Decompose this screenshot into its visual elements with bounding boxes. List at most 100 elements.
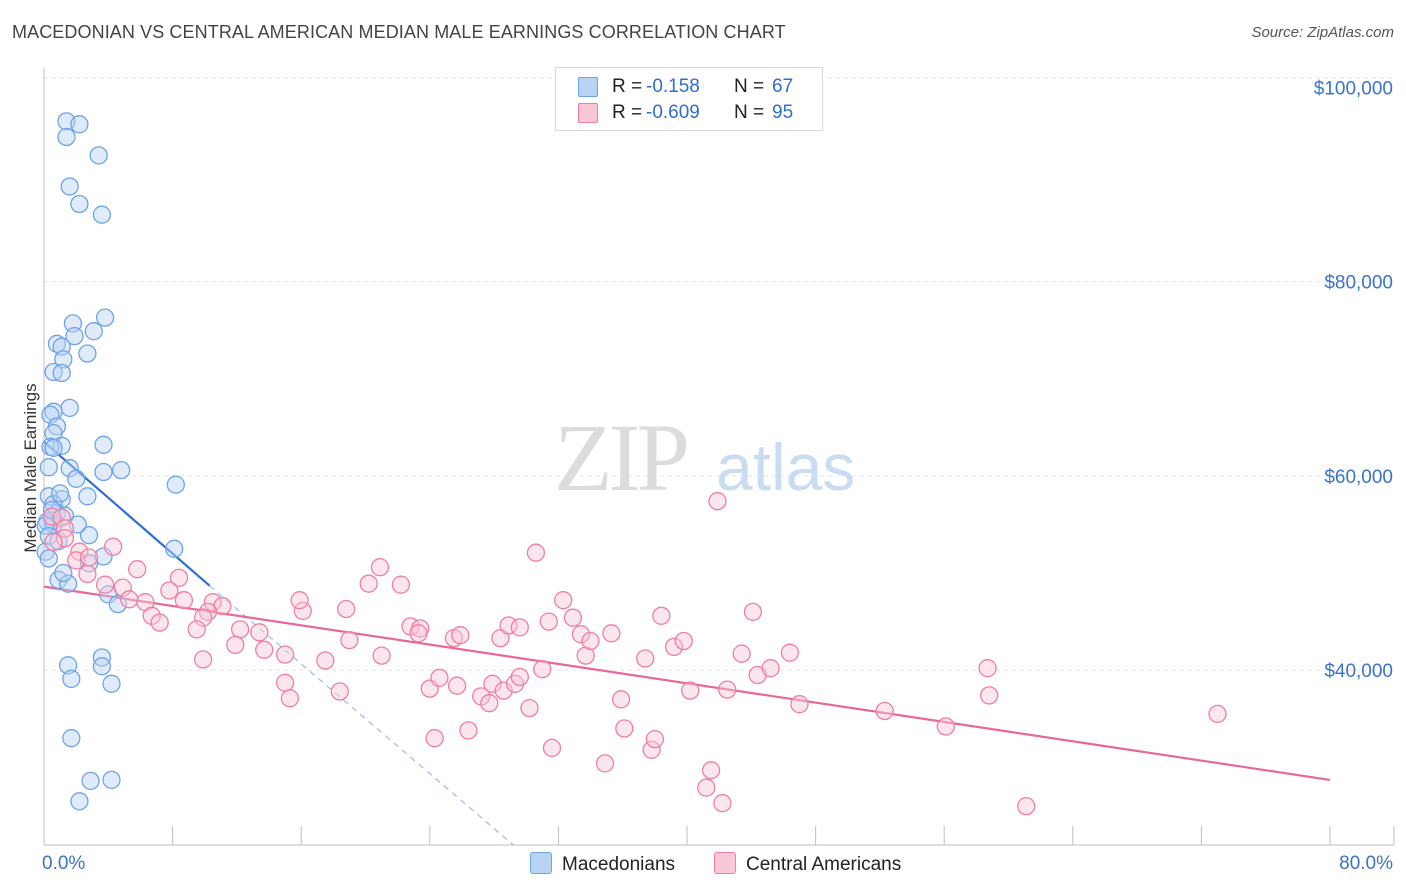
y-tick-label: $60,000 [1324,467,1393,488]
y-tick-label: $100,000 [1314,78,1393,99]
point-central-americans [187,620,206,639]
point-central-americans [78,564,97,584]
point-central-americans [539,612,558,631]
watermark-atlas: atlas [716,430,855,504]
point-central-americans [42,507,62,526]
point-central-americans [293,601,312,621]
legend-n-value: 95 [772,102,794,123]
point-central-americans [571,625,591,644]
point-central-americans [275,645,295,664]
point-central-americans [226,635,245,655]
point-central-americans [510,618,529,637]
point-macedonians [102,674,121,693]
point-central-americans [526,543,546,562]
point-central-americans [447,676,467,695]
point-central-americans [230,620,250,639]
point-macedonians [166,475,185,494]
legend-r-label: R = [612,76,643,97]
legend-swatch-macedonians [578,77,598,97]
point-macedonians [50,484,70,503]
point-central-americans [615,719,634,738]
point-central-americans [113,578,132,597]
legend-n-label: N = [734,76,765,97]
point-central-americans [581,631,600,651]
legend-r-value: -0.158 [646,76,700,97]
point-central-americans [290,591,309,610]
point-central-americans [198,602,218,622]
point-macedonians [60,459,79,478]
y-axis-label: Median Male Earnings [21,383,40,553]
point-central-americans [563,608,583,627]
point-central-americans [250,623,269,642]
point-central-americans [174,591,194,610]
point-central-americans [718,680,737,699]
point-central-americans [425,729,444,748]
point-macedonians [108,594,128,614]
point-central-americans [372,646,391,665]
point-macedonians [70,194,89,214]
point-central-americans [636,649,655,668]
point-macedonians [44,438,63,457]
bottom-legend-label-macedonians: Macedonians [562,854,676,875]
point-macedonians [60,398,79,418]
point-macedonians [60,177,79,196]
point-macedonians [70,792,89,811]
point-macedonians [67,469,86,488]
point-central-americans [697,778,716,797]
point-central-americans [708,492,727,511]
point-macedonians [62,729,81,748]
point-central-americans [255,640,274,659]
bottom-legend-central-americans: Central Americans [714,852,901,876]
point-central-americans [330,682,349,701]
point-macedonians [102,770,121,790]
point-macedonians [70,115,89,134]
point-central-americans [409,624,428,643]
point-central-americans [681,681,700,700]
point-central-americans [713,794,732,813]
point-macedonians [57,127,76,147]
point-macedonians [58,656,78,675]
point-central-americans [483,674,502,693]
point-central-americans [55,528,75,548]
legend-r-label: R = [612,102,643,123]
point-central-americans [936,717,955,736]
legend-swatch-central-americans [578,103,598,123]
point-central-americans [533,660,552,679]
point-central-americans [554,591,573,610]
point-central-americans [95,575,115,594]
point-central-americans [761,659,780,678]
point-macedonians [92,205,112,224]
bottom-legend-swatch-macedonians [530,852,552,874]
y-tick-label: $40,000 [1324,661,1393,682]
x-axis-max-label: 80.0% [1339,853,1393,874]
point-macedonians [92,657,112,676]
point-central-americans [337,599,356,619]
point-macedonians [54,563,73,583]
point-macedonians [84,322,103,341]
point-macedonians [78,344,97,363]
point-central-americans [542,738,562,758]
point-macedonians [47,334,67,353]
point-central-americans [275,673,295,692]
point-macedonians [39,458,58,477]
legend-r-value: -0.609 [646,102,700,123]
source-label: Source: ZipAtlas.com [1251,24,1394,41]
x-axis-min-label: 0.0% [42,853,86,874]
y-tick-label: $80,000 [1324,273,1393,294]
point-central-americans [451,626,470,645]
point-macedonians [39,549,58,568]
point-macedonians [41,405,60,424]
point-central-americans [645,729,665,749]
point-central-americans [790,695,809,714]
point-central-americans [193,608,213,627]
point-central-americans [780,643,800,662]
bottom-legend-label-central-americans: Central Americans [746,854,902,875]
point-macedonians [94,462,113,482]
point-central-americans [652,606,671,625]
point-central-americans [520,698,539,718]
point-central-americans [160,581,179,600]
point-central-americans [499,616,518,635]
point-macedonians [44,402,63,421]
point-macedonians [39,526,58,546]
